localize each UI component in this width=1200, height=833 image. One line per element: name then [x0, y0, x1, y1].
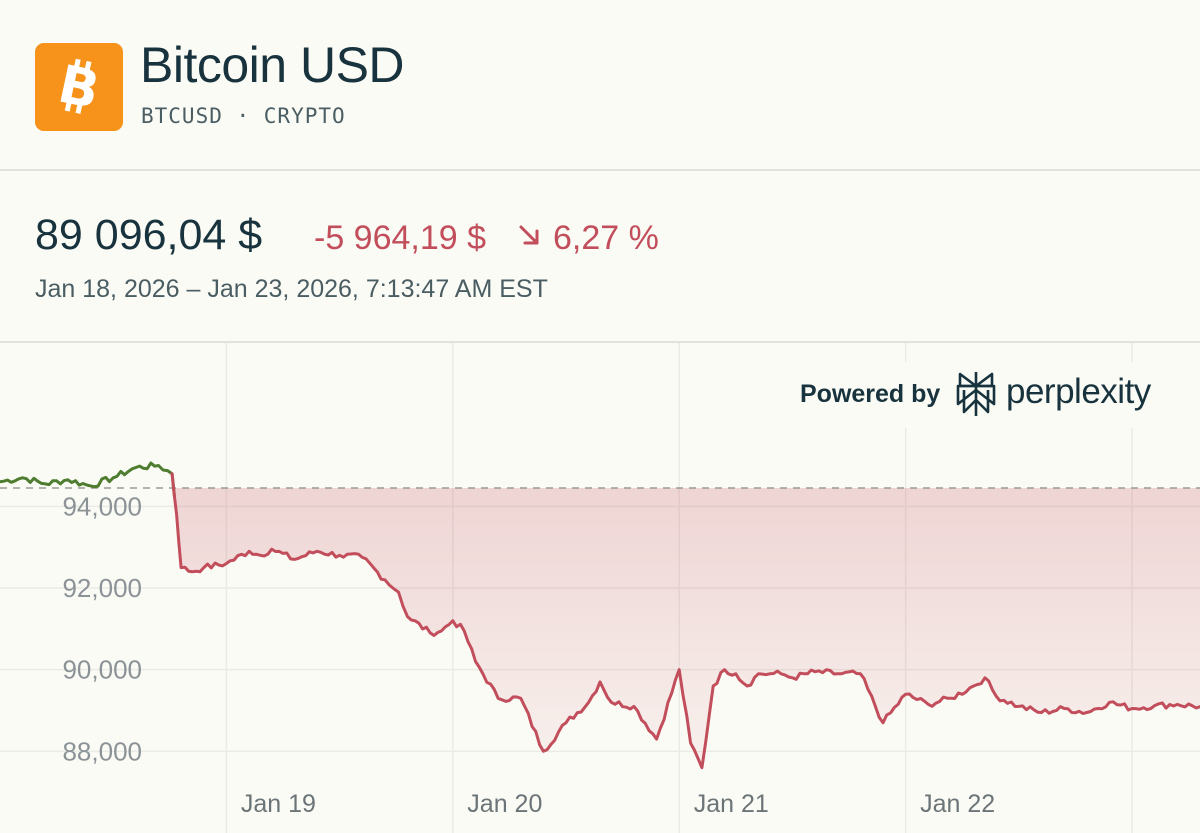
- price-change: -5 964,19 $: [314, 219, 487, 257]
- powered-by-label: Powered by: [800, 380, 941, 408]
- x-tick-label: Jan 19: [241, 790, 316, 818]
- arrow-down-right-icon: [519, 225, 539, 245]
- y-tick-label: 94,000: [62, 491, 142, 521]
- perplexity-wordmark: perplexity: [1006, 372, 1151, 411]
- y-tick-label: 90,000: [62, 655, 142, 685]
- x-tick-label: Jan 20: [467, 790, 542, 818]
- y-tick-label: 92,000: [62, 573, 142, 603]
- bitcoin-icon: B: [53, 55, 104, 122]
- bitcoin-logo: B: [35, 43, 123, 131]
- price-chart[interactable]: 88,000 90,000 92,000 94,000 Jan 19 Jan 20 Jan…: [0, 343, 1200, 833]
- date-range: Jan 18, 2026 – Jan 23, 2026, 7:13:47 AM …: [35, 275, 548, 303]
- asset-title: Bitcoin USD: [140, 37, 405, 93]
- price-line-segment: [170, 472, 1200, 770]
- powered-by-badge[interactable]: Powered by perplexity: [760, 362, 1200, 428]
- asset-ticker: BTCUSD · CRYPTO: [141, 104, 346, 128]
- x-tick-label: Jan 21: [694, 790, 769, 818]
- below-baseline-area: [0, 487, 1200, 768]
- x-tick-label: Jan 22: [920, 790, 995, 818]
- header: B Bitcoin USD BTCUSD · CRYPTO: [0, 0, 1200, 171]
- price-change-percent: 6,27 %: [553, 219, 659, 257]
- quote-panel: 89 096,04 $ -5 964,19 $ 6,27 % Jan 18, 2…: [0, 171, 1200, 343]
- perplexity-icon: [956, 372, 996, 416]
- current-price: 89 096,04 $: [35, 211, 263, 259]
- price-line-segment: [0, 461, 176, 497]
- y-tick-label: 88,000: [62, 736, 142, 766]
